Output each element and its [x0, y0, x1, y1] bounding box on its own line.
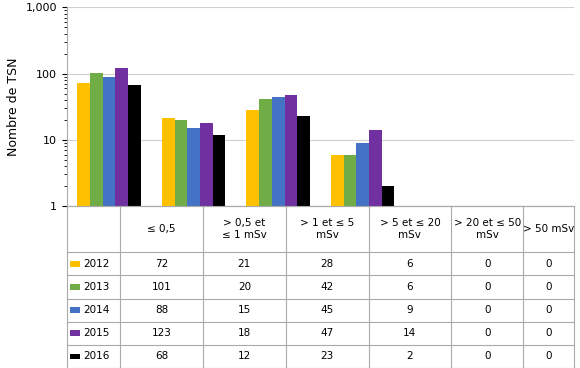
Text: 0: 0 — [484, 328, 491, 338]
Text: 0: 0 — [546, 351, 552, 361]
Text: 21: 21 — [238, 259, 251, 269]
FancyBboxPatch shape — [70, 261, 80, 267]
Text: 0: 0 — [546, 305, 552, 315]
Text: 2012: 2012 — [84, 259, 110, 269]
Bar — [344, 155, 356, 368]
Bar — [331, 155, 344, 368]
Bar — [246, 110, 259, 368]
Text: 9: 9 — [407, 305, 413, 315]
Text: 0: 0 — [484, 351, 491, 361]
Text: 6: 6 — [407, 282, 413, 292]
Bar — [297, 116, 310, 368]
Text: 0: 0 — [484, 259, 491, 269]
Text: 6: 6 — [407, 259, 413, 269]
Text: > 0,5 et
≤ 1 mSv: > 0,5 et ≤ 1 mSv — [222, 219, 267, 240]
Text: 2013: 2013 — [84, 282, 110, 292]
Bar — [115, 68, 128, 368]
Text: 0: 0 — [546, 282, 552, 292]
Bar — [187, 128, 200, 368]
FancyBboxPatch shape — [70, 284, 80, 290]
Text: 101: 101 — [151, 282, 172, 292]
Text: 72: 72 — [155, 259, 168, 269]
Text: 42: 42 — [321, 282, 333, 292]
Bar — [213, 135, 225, 368]
Bar — [128, 85, 141, 368]
Bar — [77, 83, 90, 368]
Bar — [200, 123, 213, 368]
Text: 18: 18 — [238, 328, 251, 338]
Text: 12: 12 — [238, 351, 251, 361]
Text: 15: 15 — [238, 305, 251, 315]
Text: 88: 88 — [155, 305, 168, 315]
Y-axis label: Nombre de TSN: Nombre de TSN — [7, 57, 20, 156]
Text: 0: 0 — [546, 328, 552, 338]
Text: 47: 47 — [321, 328, 333, 338]
Text: 2: 2 — [407, 351, 413, 361]
Text: 123: 123 — [151, 328, 172, 338]
Text: > 20 et ≤ 50
mSv: > 20 et ≤ 50 mSv — [454, 219, 521, 240]
Text: 0: 0 — [484, 305, 491, 315]
Text: 45: 45 — [321, 305, 333, 315]
FancyBboxPatch shape — [70, 354, 80, 359]
Text: 0: 0 — [546, 259, 552, 269]
Text: > 1 et ≤ 5
mSv: > 1 et ≤ 5 mSv — [300, 219, 354, 240]
Text: 28: 28 — [321, 259, 333, 269]
FancyBboxPatch shape — [70, 330, 80, 336]
Bar — [90, 73, 103, 368]
Bar — [259, 99, 272, 368]
Text: 2016: 2016 — [84, 351, 110, 361]
FancyBboxPatch shape — [70, 307, 80, 313]
Text: 0: 0 — [484, 282, 491, 292]
Bar — [272, 96, 285, 368]
Text: ≤ 0,5: ≤ 0,5 — [147, 224, 176, 234]
Bar — [369, 130, 382, 368]
Text: 20: 20 — [238, 282, 251, 292]
Text: 68: 68 — [155, 351, 168, 361]
Text: 23: 23 — [321, 351, 333, 361]
Bar — [285, 95, 297, 368]
Text: 2014: 2014 — [84, 305, 110, 315]
Bar — [382, 186, 394, 368]
Text: > 50 mSv: > 50 mSv — [523, 224, 574, 234]
Bar — [162, 118, 175, 368]
Bar — [356, 143, 369, 368]
Text: 2015: 2015 — [84, 328, 110, 338]
Text: > 5 et ≤ 20
mSv: > 5 et ≤ 20 mSv — [379, 219, 440, 240]
Bar — [103, 77, 115, 368]
Text: 14: 14 — [403, 328, 416, 338]
Bar — [175, 120, 187, 368]
